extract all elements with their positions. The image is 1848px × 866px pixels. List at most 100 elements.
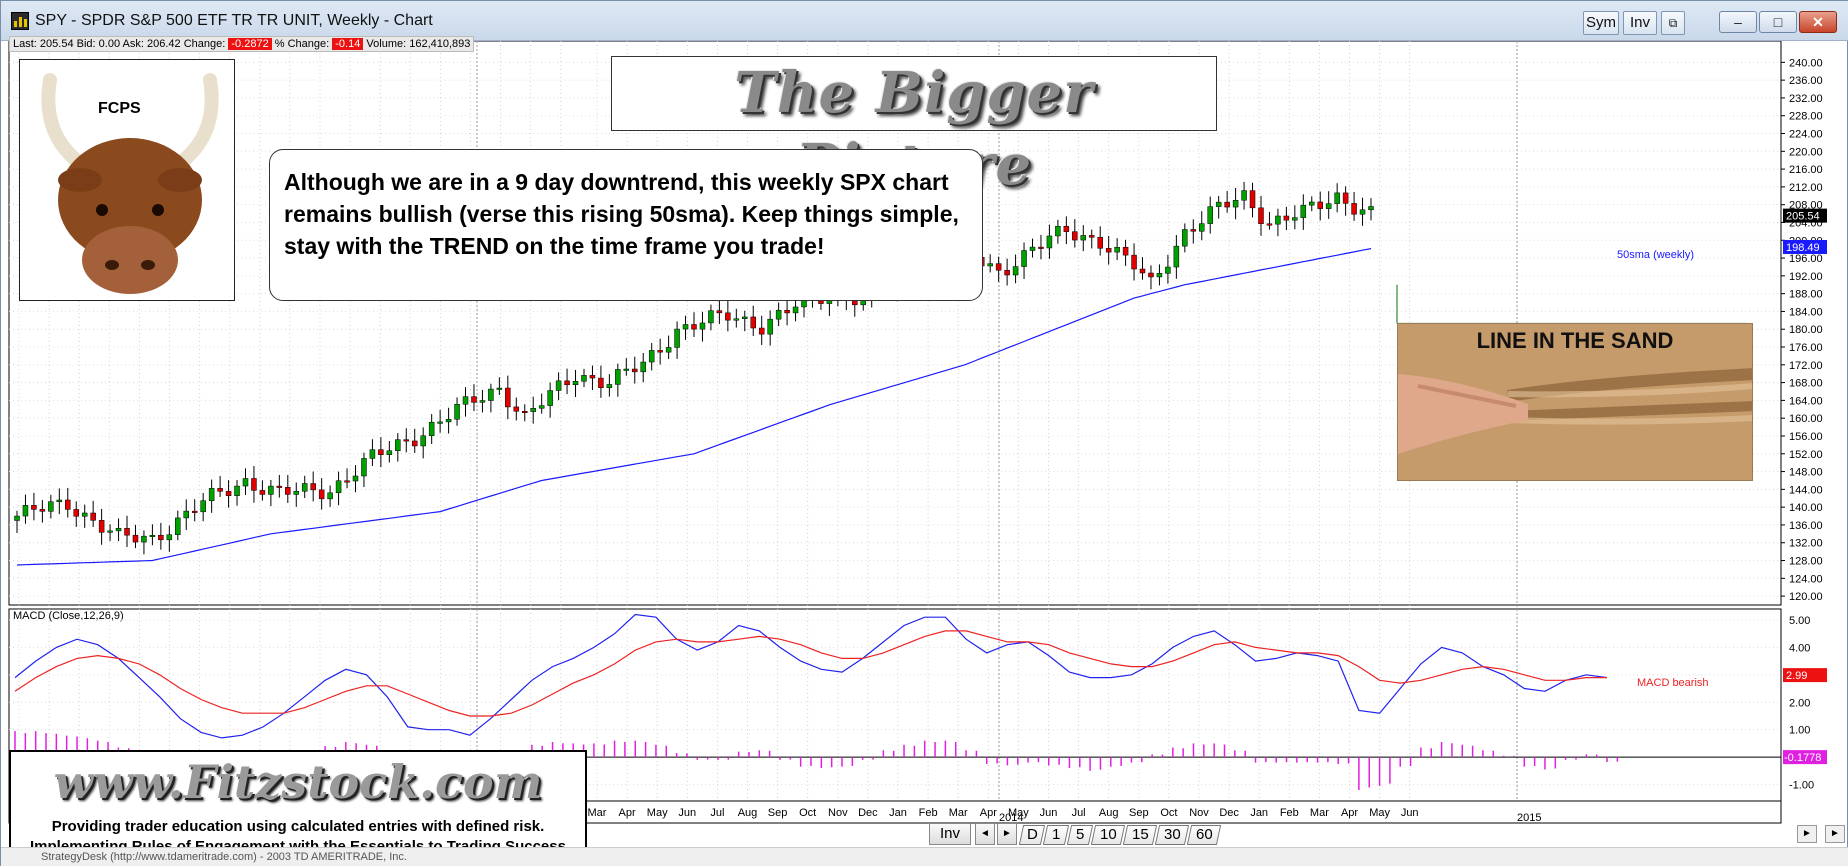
candle-body: [1207, 206, 1213, 224]
candle-body: [716, 310, 723, 314]
candle-body: [1021, 250, 1027, 267]
y-tick-label: 120.00: [1789, 591, 1823, 603]
maximize-button[interactable]: □: [1759, 11, 1797, 33]
interval-tab-60[interactable]: 60: [1186, 825, 1222, 845]
candle-body: [335, 480, 342, 494]
y-tick-label: 160.00: [1789, 413, 1823, 425]
y-tick-label: 184.00: [1789, 306, 1823, 318]
x-tick-label: Jul: [710, 807, 724, 819]
interval-tab-d[interactable]: D: [1018, 825, 1046, 845]
candle-body: [361, 458, 367, 477]
candle-body: [1148, 272, 1154, 278]
candle-body: [1215, 201, 1222, 207]
candle-body: [1182, 229, 1188, 247]
interval-tab-15[interactable]: 15: [1122, 825, 1158, 845]
scroll-left-button[interactable]: ◄: [975, 823, 995, 845]
x-tick-label: Jun: [1040, 807, 1058, 819]
line-in-the-sand-image: LINE IN THE SAND: [1397, 323, 1753, 481]
candle-body: [251, 478, 257, 491]
candle-body: [640, 361, 646, 373]
x-tick-label: Jan: [889, 807, 907, 819]
sym-button[interactable]: Sym: [1583, 11, 1619, 35]
price-flag: [1783, 208, 1827, 223]
candle-body: [1105, 248, 1112, 253]
y-tick-label: 152.00: [1789, 449, 1823, 461]
fitzstock-url[interactable]: www.Fitzstock.com: [53, 755, 543, 809]
candle-body: [522, 411, 528, 414]
interval-tab-1[interactable]: 1: [1042, 825, 1070, 845]
x-tick-label: Sep: [1129, 807, 1149, 819]
scroll-right-button[interactable]: ►: [997, 823, 1017, 845]
x-tick-label: Nov: [828, 807, 848, 819]
candle-body: [589, 375, 596, 379]
x-tick-label: May: [1008, 807, 1029, 819]
candle-body: [259, 490, 266, 495]
link-icon[interactable]: ⧉: [1661, 11, 1685, 35]
y-tick-label: 188.00: [1789, 289, 1823, 301]
y-tick-label: 140.00: [1789, 502, 1823, 514]
candle-body: [48, 501, 54, 512]
candle-body: [496, 387, 503, 390]
nav-inv-button[interactable]: Inv: [929, 823, 971, 845]
candle-body: [1165, 266, 1171, 274]
change-value: -0.2872: [228, 38, 272, 50]
x-tick-label: Apr: [1341, 807, 1358, 819]
y-tick-label: 168.00: [1789, 378, 1823, 390]
candle-body: [792, 306, 799, 314]
candle-body: [22, 505, 29, 517]
candle-body: [1325, 203, 1332, 209]
candle-body: [1046, 235, 1053, 249]
macd-annotation: MACD bearish: [1637, 677, 1709, 689]
candle-body: [411, 440, 418, 447]
x-tick-label: Jan: [1250, 807, 1268, 819]
interval-tab-5-label: 5: [1075, 826, 1085, 843]
y-tick-label: 224.00: [1789, 129, 1823, 141]
candle-body: [1190, 229, 1197, 232]
candle-body: [1139, 268, 1146, 274]
candle-body: [1249, 190, 1256, 209]
y-tick-label: 212.00: [1789, 182, 1823, 194]
candle-body: [81, 512, 88, 517]
y-tick-label: 176.00: [1789, 342, 1823, 354]
candle-body: [327, 492, 333, 500]
sand-photo: [1398, 324, 1752, 480]
inv-button[interactable]: Inv: [1623, 11, 1657, 35]
interval-tab-10[interactable]: 10: [1090, 825, 1126, 845]
candle-body: [225, 491, 232, 496]
volume-value: 162,410,893: [409, 38, 471, 50]
candle-body: [606, 384, 613, 389]
close-button[interactable]: ✕: [1799, 11, 1837, 33]
candle-body: [386, 450, 393, 455]
candle-body: [1114, 246, 1120, 253]
x-tick-label: Dec: [1219, 807, 1239, 819]
candle-body: [454, 403, 460, 420]
candle-body: [742, 316, 748, 320]
candle-body: [767, 318, 773, 335]
interval-tab-30[interactable]: 30: [1154, 825, 1190, 845]
interval-tab-1-label: 1: [1051, 826, 1061, 843]
candle-body: [479, 400, 486, 403]
candle-body: [674, 328, 680, 348]
candle-body: [682, 324, 689, 330]
candle-body: [1173, 245, 1180, 268]
candle-body: [547, 390, 553, 406]
candle-body: [217, 488, 223, 492]
candle-body: [987, 263, 993, 267]
candle-body: [276, 485, 283, 488]
candle-body: [175, 517, 181, 535]
candle-body: [564, 380, 570, 386]
sma-50-line: [16, 248, 1372, 566]
scroll-right-arrow[interactable]: ►: [1797, 825, 1817, 843]
minimize-button[interactable]: –: [1719, 11, 1757, 33]
scroll-end-arrow[interactable]: ►: [1825, 825, 1845, 843]
candle-body: [513, 406, 520, 412]
candle-body: [369, 449, 376, 459]
sma-label: 50sma (weekly): [1617, 249, 1694, 261]
candle-body: [623, 368, 630, 371]
x-tick-label: Oct: [1160, 807, 1177, 819]
interval-tab-5[interactable]: 5: [1066, 825, 1094, 845]
window-title: SPY - SPDR S&P 500 ETF TR TR UNIT, Weekl…: [35, 12, 433, 29]
change-label: Change:: [183, 38, 226, 50]
pct-change-value: -0.14: [332, 38, 364, 50]
y-tick-label: 236.00: [1789, 75, 1823, 87]
